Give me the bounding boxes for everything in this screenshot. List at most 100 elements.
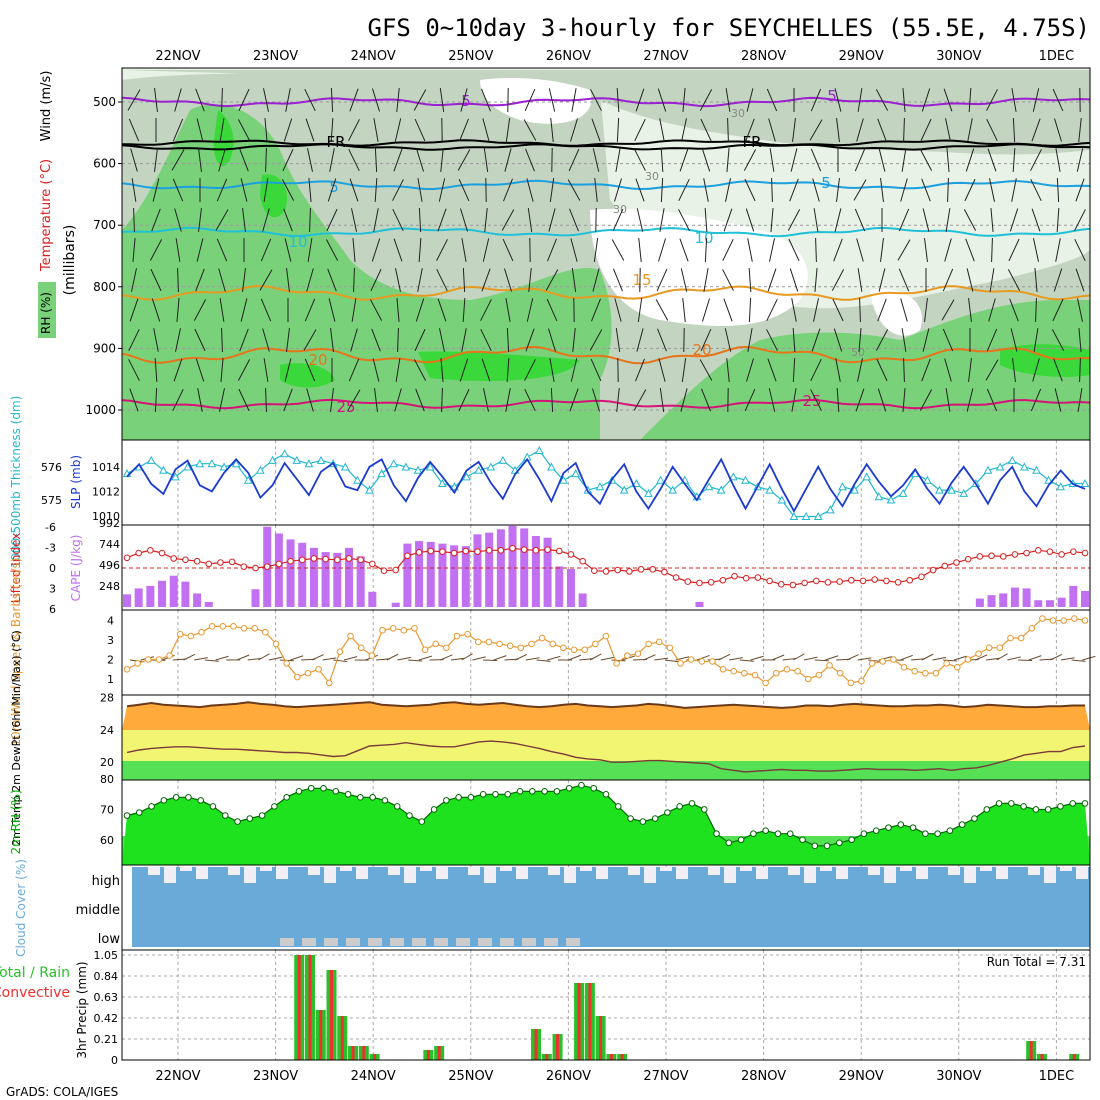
wind-barb [699, 89, 713, 111]
wind-barb [414, 328, 426, 352]
wind-barb [240, 178, 248, 202]
wind-barb [594, 178, 598, 202]
data-point [544, 546, 551, 553]
pressure-tick-label: 800 [93, 280, 116, 294]
data-point [474, 548, 481, 555]
wind-barb [216, 178, 228, 202]
wind-barb [242, 268, 246, 292]
wind-barb [922, 328, 930, 352]
rh-shading-area [1000, 344, 1090, 377]
wind-barb [968, 298, 972, 322]
wind-barb [304, 298, 316, 322]
contour-label: 25 [802, 392, 821, 410]
wind-barb [809, 119, 823, 141]
wind-barb [1055, 238, 1061, 262]
wind-barb [876, 358, 888, 382]
data-point [906, 576, 914, 584]
rh-shading-area [870, 289, 922, 336]
rh-shading-area [418, 351, 580, 381]
data-point [271, 803, 278, 810]
pressure-unit-label: (millibars) [62, 225, 78, 296]
wind-barb [195, 88, 205, 112]
cloud-gap [404, 867, 416, 883]
pressure-tick-label: 900 [93, 341, 116, 355]
wind-barb [414, 118, 426, 142]
wind-barb [722, 269, 734, 291]
data-point [911, 667, 918, 675]
wind-barb [461, 238, 467, 262]
wind-barb [704, 207, 708, 233]
temperature-axis-label: Temperature (°C) [39, 159, 54, 272]
data-point [983, 806, 991, 813]
surface-wind-barb [1028, 655, 1042, 661]
cloud-gap [740, 867, 752, 871]
data-point [304, 669, 312, 677]
thickness-point [1007, 455, 1017, 464]
wind-barb [505, 118, 511, 142]
thickness-point [486, 462, 496, 471]
data-point [453, 632, 461, 640]
cloud-gap [420, 867, 432, 871]
wind-barb [679, 238, 689, 262]
low-cloud-gap [280, 938, 294, 946]
data-point [228, 558, 236, 566]
wind-axis-label: Wind (m/s) [39, 71, 54, 142]
surface-wind-barb [268, 656, 283, 661]
rh-shading-area [122, 70, 1090, 155]
wind-barb [548, 88, 556, 112]
contour-label: 5 [329, 178, 339, 196]
surface-wind-barb [718, 653, 731, 661]
wind-barb [897, 239, 911, 261]
wind-barb [877, 298, 887, 322]
wind-barb [175, 328, 181, 352]
wind-barb [481, 88, 491, 112]
wind-barb [1007, 269, 1021, 291]
wind-barb [504, 268, 512, 292]
data-point [741, 669, 748, 677]
low-cloud-gap [434, 938, 448, 946]
cloud-gap [276, 867, 288, 879]
cape-bar [321, 552, 330, 607]
surface-wind-barb [643, 654, 656, 661]
thickness-point [765, 485, 775, 494]
cloud-gap [356, 867, 368, 879]
data-point [995, 800, 1003, 807]
rh-tick-label: 70 [100, 803, 114, 816]
data-point [626, 568, 633, 575]
wind-speed-axis-label: 10m Wind Speed & Barbs (m/s) [9, 558, 23, 747]
data-point [1060, 617, 1068, 624]
precip-convective-bar [362, 1046, 366, 1060]
wind-barb [307, 238, 313, 262]
surface-wind-barb [589, 653, 602, 661]
wind-barb [1054, 388, 1062, 412]
wind-barb [659, 388, 665, 412]
wind-barb [702, 298, 710, 322]
wind-barb [941, 299, 955, 321]
cape-bar [1034, 600, 1043, 607]
wind-barb [1012, 117, 1016, 143]
data-point [272, 640, 280, 648]
data-point [421, 646, 429, 654]
cloud-gap [836, 867, 848, 879]
rh-legend-swatch [38, 282, 56, 338]
x-tick-label-top: 30NOV [936, 49, 981, 64]
cloud-gap [180, 867, 192, 871]
wind-barb [987, 148, 997, 172]
wind-barb [415, 298, 425, 322]
data-point [336, 648, 344, 656]
cape-bar [298, 542, 307, 607]
wind-barb [636, 208, 644, 232]
wind-barb [460, 88, 468, 112]
data-point [182, 556, 189, 564]
precip-convective-bar [609, 1054, 613, 1060]
data-point [777, 581, 785, 588]
surface-wind-barb [943, 659, 958, 662]
lifted-index-tick-label: 0 [49, 562, 56, 575]
cape-bar [1057, 597, 1066, 607]
wind-barb [501, 209, 515, 231]
wind-barb [1079, 357, 1081, 383]
wind-barb [856, 118, 864, 142]
data-point [176, 630, 184, 638]
data-point [645, 640, 652, 648]
wind-barb [1056, 207, 1060, 233]
